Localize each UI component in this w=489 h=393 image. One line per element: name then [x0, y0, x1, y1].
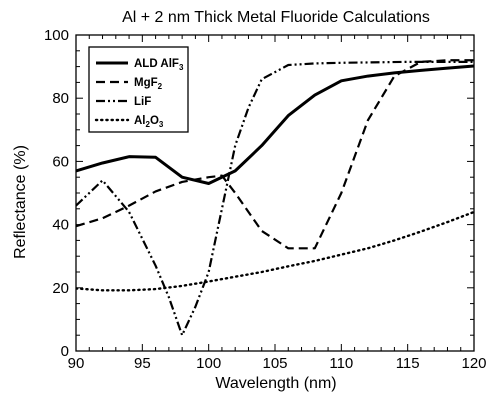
y-tick-label: 60 — [52, 153, 69, 170]
y-tick-label: 80 — [52, 90, 69, 107]
legend-label-3: LiF — [134, 96, 151, 108]
legend-label-1: ALD AlF3 — [134, 58, 184, 72]
legend-label-2: MgF2 — [134, 77, 163, 91]
y-tick-label: 0 — [61, 343, 69, 360]
series-line-2 — [76, 59, 474, 250]
x-axis-label: Wavelength (nm) — [215, 375, 336, 392]
series-line-1 — [76, 64, 474, 186]
x-tick-label: 105 — [262, 355, 287, 372]
x-tick-label: 115 — [396, 355, 420, 372]
legend-box — [88, 46, 189, 133]
x-tick-label: 110 — [329, 355, 353, 372]
y-tick-label: 100 — [44, 27, 69, 44]
chart-title: Al + 2 nm Thick Metal Fluoride Calculati… — [122, 9, 430, 26]
series-line-3 — [76, 60, 474, 337]
x-tick-label: 95 — [134, 355, 151, 372]
legend-label-part: 2 — [146, 120, 151, 129]
legend-label-part: LiF — [134, 96, 151, 108]
legend-label-part: ALD AlF — [134, 58, 179, 70]
legend-label-part: MgF — [134, 77, 158, 89]
x-tick-label: 120 — [461, 355, 486, 372]
y-tick-label: 20 — [52, 280, 69, 297]
legend-label-4: Al2O3 — [134, 115, 164, 129]
legend-label-part: 2 — [158, 82, 163, 91]
legend-label-part: O — [150, 115, 159, 127]
x-tick-label: 90 — [68, 355, 85, 372]
legend-label-part: 3 — [159, 120, 164, 129]
y-axis-label: Reflectance (%) — [12, 145, 29, 259]
y-tick-label: 40 — [52, 217, 69, 234]
series-line-4 — [76, 210, 474, 292]
x-tick-label: 100 — [196, 355, 221, 372]
legend-label-part: Al — [134, 115, 146, 127]
legend-label-part: 3 — [179, 63, 184, 72]
